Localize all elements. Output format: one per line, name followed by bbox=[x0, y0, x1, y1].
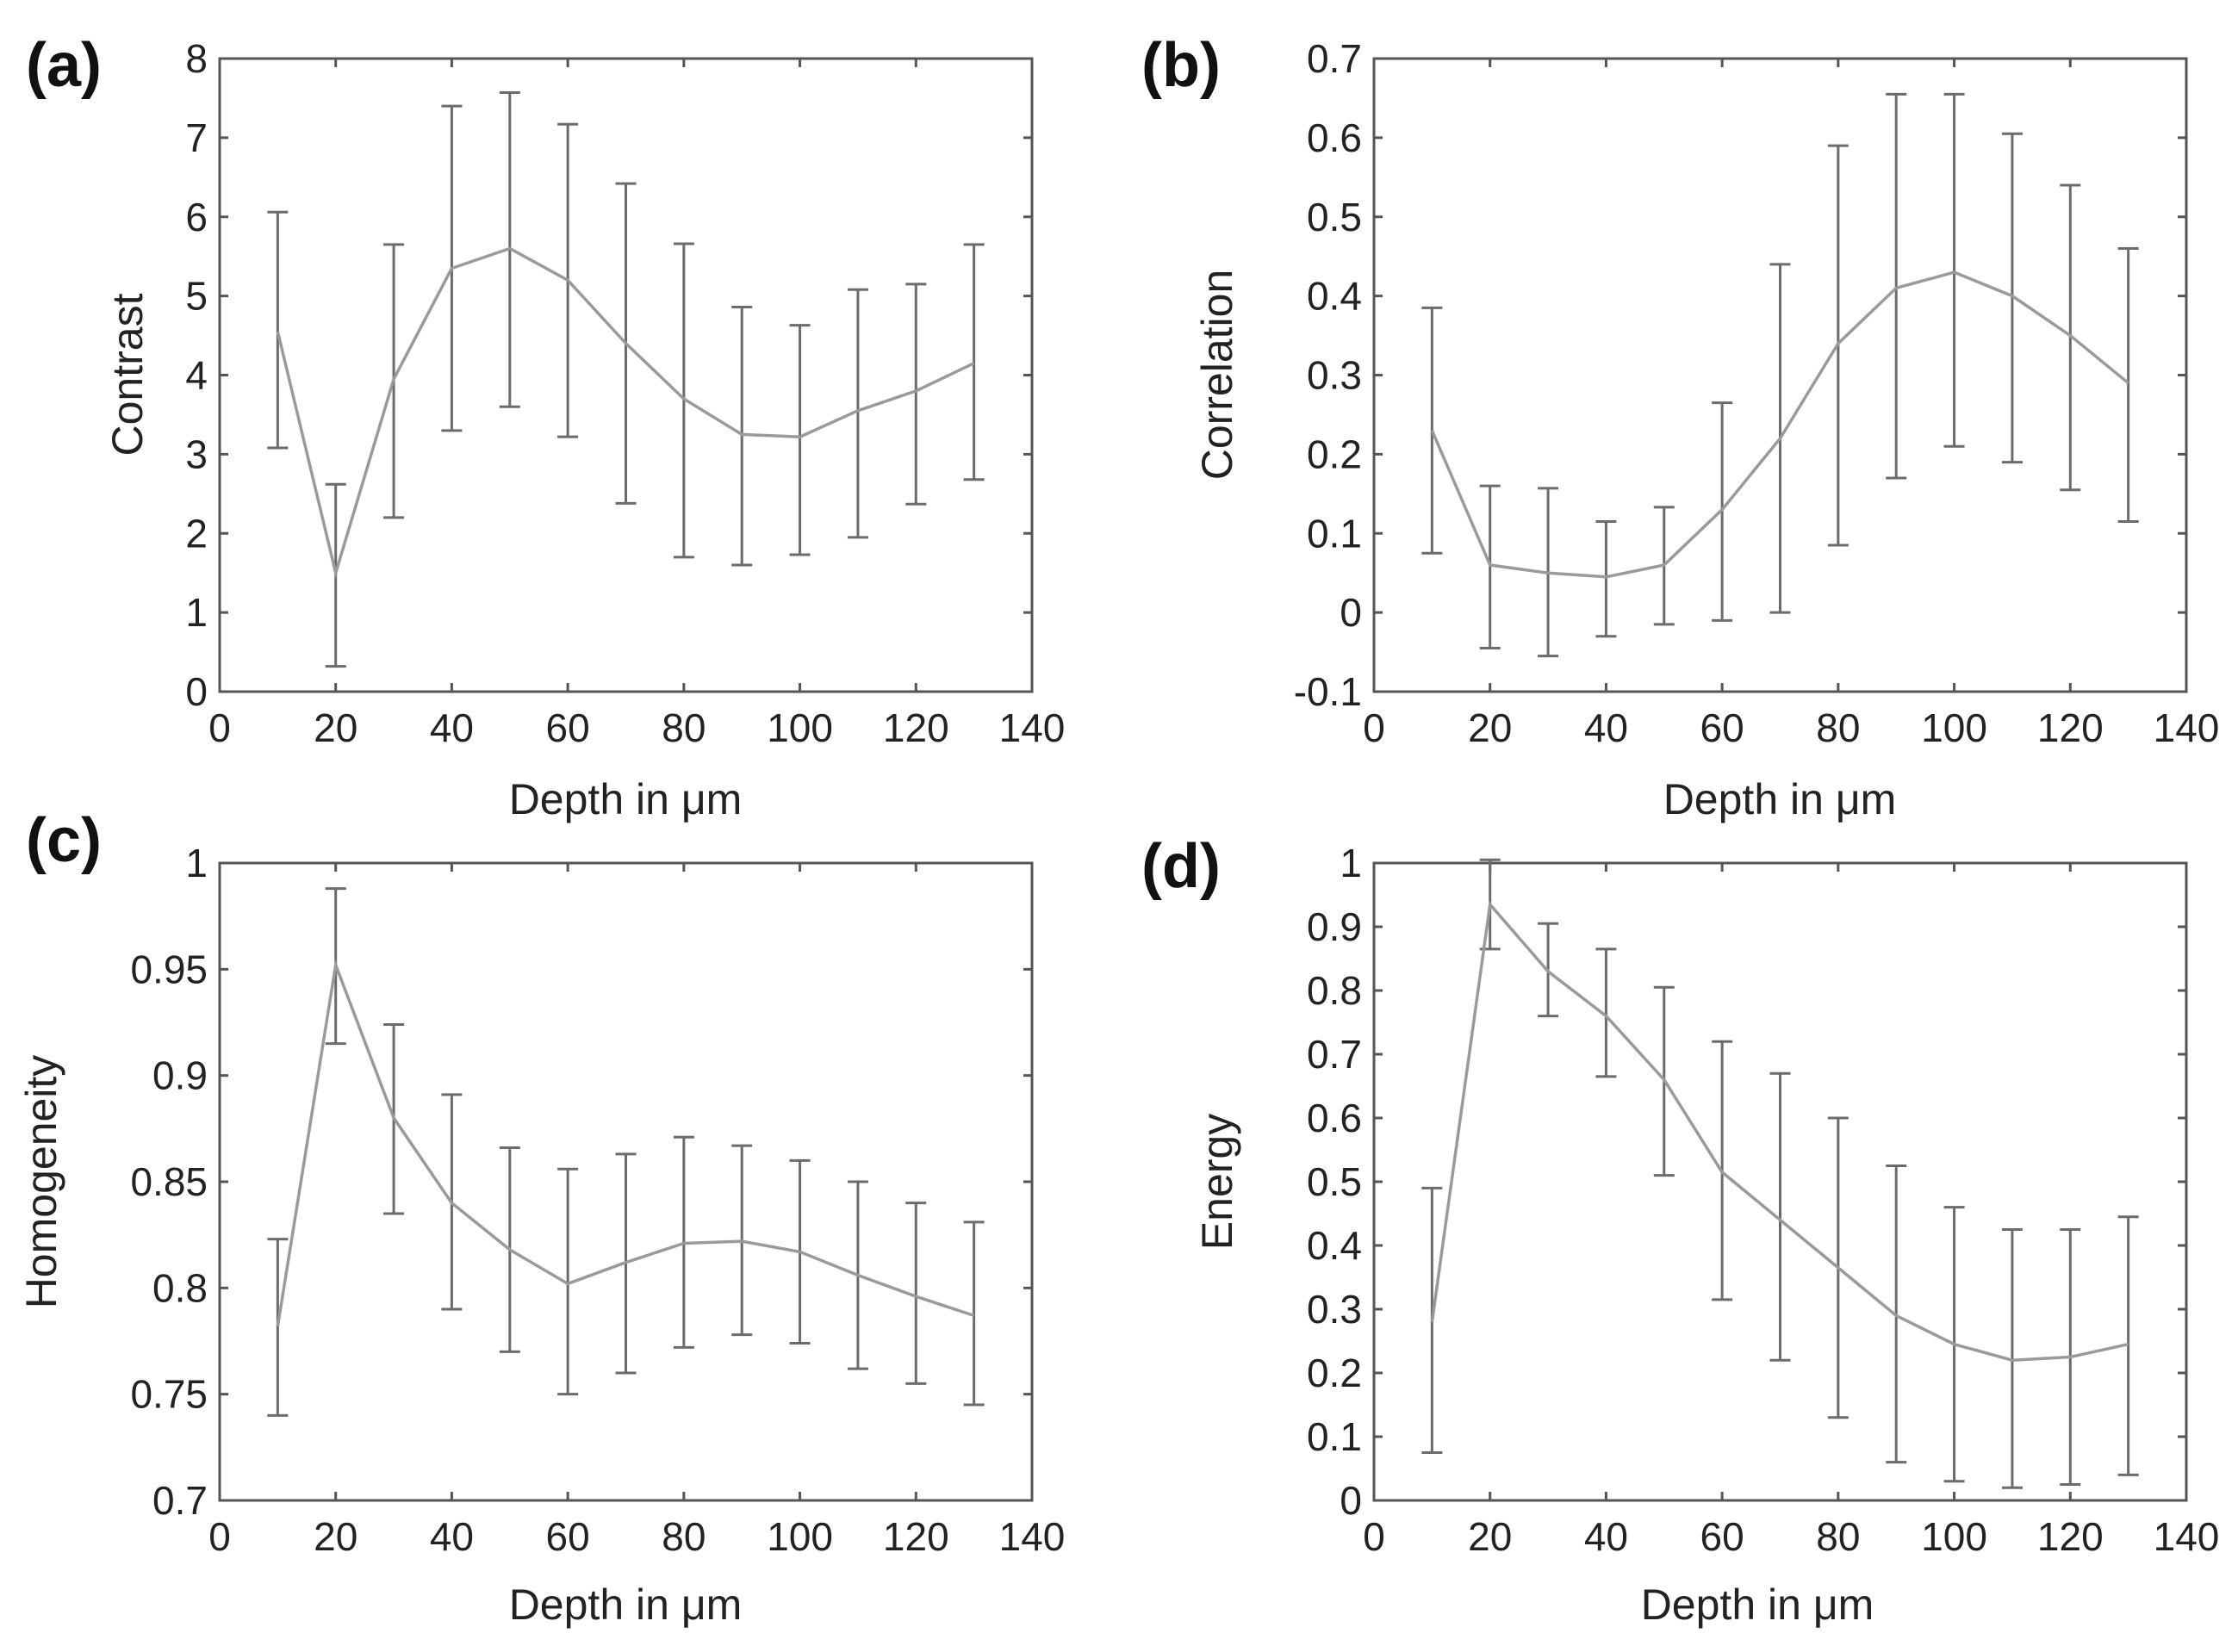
panel-c-ytick-label: 0.75 bbox=[130, 1372, 208, 1417]
panel-b-ytick-label: 0.2 bbox=[1307, 432, 1362, 476]
panel-b-xtick-label: 40 bbox=[1584, 705, 1628, 750]
panel-d-ytick-label: 1 bbox=[1340, 841, 1362, 885]
panel-c-xtick-label: 20 bbox=[314, 1514, 357, 1559]
panel-c-series-line bbox=[276, 959, 975, 1326]
panel-d-ytick-label: 0.3 bbox=[1307, 1287, 1362, 1332]
panel-a-marks: 0 20 40 60 80 100 120 140 0 1 2 3 4 5 6 7 8 bbox=[185, 36, 1065, 750]
panel-a-letter: (a) bbox=[26, 31, 102, 100]
panel-c-ytick-label: 0.9 bbox=[152, 1053, 208, 1098]
panel-c-ytick-label: 0.95 bbox=[130, 947, 208, 991]
panel-d-ytick-label: 0.9 bbox=[1307, 904, 1362, 949]
panel-b-ytick-label: -0.1 bbox=[1294, 669, 1362, 714]
panel-c-marks: 0 20 40 60 80 100 120 140 0.7 0.75 0.8 0.85 0.9 0.95 1 bbox=[130, 841, 1065, 1559]
panel-d-ytick-label: 0.1 bbox=[1307, 1414, 1362, 1459]
panel-a-ytick-label: 4 bbox=[185, 353, 208, 398]
panel-c-ytick-label: 0.7 bbox=[152, 1478, 208, 1523]
panel-b-marks: 0 20 40 60 80 100 120 140-0.100.10.20.30.40.50.… bbox=[1294, 36, 2220, 750]
panel-b-xtick-label: 80 bbox=[1816, 705, 1860, 750]
panel-a-xlabel: Depth in μm bbox=[509, 775, 743, 823]
panel-a-ylabel: Contrast bbox=[103, 293, 152, 456]
panel-b-ytick-label: 0 bbox=[1340, 590, 1362, 635]
panel-d-marks: 0 20 40 60 80 100 120 140 0 0.1 0.2 0.3 0.4 0.5 0.6 0.7… bbox=[1307, 841, 2219, 1559]
panel-d-xtick-label: 40 bbox=[1584, 1514, 1628, 1559]
panel-a-ytick-label: 5 bbox=[185, 274, 208, 319]
panel-d-xtick-label: 0 bbox=[1363, 1514, 1385, 1559]
panel-d-xtick-label: 140 bbox=[2154, 1514, 2220, 1559]
panel-d-ytick-label: 0.2 bbox=[1307, 1351, 1362, 1395]
panel-d-energy: (d) 0 20 40 60 80 100 120 140 0 0.1 0.2 0.3 0.4 0.5 0.… bbox=[1141, 832, 2219, 1629]
panel-a-series-line bbox=[276, 246, 975, 579]
panel-d-xlabel: Depth in μm bbox=[1641, 1581, 1874, 1629]
panel-a-ytick-label: 1 bbox=[185, 590, 208, 635]
panel-d-ytick-label: 0.5 bbox=[1307, 1159, 1362, 1204]
panel-a-xtick-label: 60 bbox=[546, 705, 590, 750]
panel-d-xtick-label: 120 bbox=[2037, 1514, 2104, 1559]
panel-c-ylabel: Homogeneity bbox=[17, 1055, 65, 1309]
panel-d-ytick-label: 0.6 bbox=[1307, 1096, 1362, 1140]
panel-a-ytick-label: 6 bbox=[185, 195, 208, 239]
panel-d-ytick-label: 0 bbox=[1340, 1478, 1362, 1523]
panel-b-xtick-label: 100 bbox=[1921, 705, 1987, 750]
panel-b-xtick-label: 20 bbox=[1468, 705, 1512, 750]
panel-b-xtick-label: 0 bbox=[1363, 705, 1385, 750]
panel-b-ytick-label: 0.7 bbox=[1307, 36, 1362, 81]
panel-a-ytick-label: 3 bbox=[185, 432, 208, 476]
panel-a-xtick-label: 80 bbox=[662, 705, 706, 750]
panel-c-xtick-label: 100 bbox=[767, 1514, 833, 1559]
panel-a-xtick-label: 100 bbox=[767, 705, 833, 750]
panel-c-ytick-label: 0.85 bbox=[130, 1159, 208, 1204]
panel-b-xtick-label: 140 bbox=[2154, 705, 2220, 750]
panel-d-xtick-label: 80 bbox=[1816, 1514, 1860, 1559]
panel-a-ytick-label: 8 bbox=[185, 36, 208, 81]
panel-a-ytick-label: 0 bbox=[185, 669, 208, 714]
panel-a-ytick-label: 7 bbox=[185, 115, 208, 160]
panel-c-xtick-label: 60 bbox=[546, 1514, 590, 1559]
panel-b-xlabel: Depth in μm bbox=[1663, 775, 1897, 823]
panel-a-contrast: (a) 0 20 40 60 80 100 120 140 0 1 2 3 4 5 6 7 8 Contrast… bbox=[26, 31, 1065, 823]
panel-d-xtick-label: 60 bbox=[1700, 1514, 1744, 1559]
panel-d-series-line bbox=[1430, 901, 2129, 1362]
panel-d-letter: (d) bbox=[1141, 832, 1221, 901]
panel-c-ytick-label: 1 bbox=[185, 841, 208, 885]
panel-c-xtick-label: 140 bbox=[999, 1514, 1066, 1559]
panel-b-xtick-label: 60 bbox=[1700, 705, 1744, 750]
panel-b-ytick-label: 0.4 bbox=[1307, 274, 1362, 319]
panel-d-ytick-label: 0.8 bbox=[1307, 968, 1362, 1013]
panel-a-xtick-label: 20 bbox=[314, 705, 357, 750]
panel-b-ylabel: Correlation bbox=[1193, 270, 1241, 481]
panel-c-xtick-label: 80 bbox=[662, 1514, 706, 1559]
panel-a-xtick-label: 140 bbox=[999, 705, 1066, 750]
panel-b-series-line bbox=[1430, 270, 2129, 579]
panel-b-letter: (b) bbox=[1141, 31, 1221, 100]
panel-d-xtick-label: 100 bbox=[1921, 1514, 1987, 1559]
panel-c-letter: (c) bbox=[26, 806, 102, 875]
panel-c-xlabel: Depth in μm bbox=[509, 1581, 743, 1629]
panel-d-ytick-label: 0.7 bbox=[1307, 1032, 1362, 1077]
panel-b-ytick-label: 0.1 bbox=[1307, 511, 1362, 556]
panel-a-xtick-label: 120 bbox=[883, 705, 949, 750]
panel-b-xtick-label: 120 bbox=[2037, 705, 2104, 750]
panel-d-ytick-label: 0.4 bbox=[1307, 1223, 1362, 1268]
panel-c-xtick-label: 120 bbox=[883, 1514, 949, 1559]
panel-c-xtick-label: 0 bbox=[208, 1514, 231, 1559]
panel-c-xtick-label: 40 bbox=[430, 1514, 474, 1559]
panel-b-correlation: (b) 0 20 40 60 80 100 120 140-0.100.10.20.30.40… bbox=[1141, 31, 2219, 823]
panel-c-ytick-label: 0.8 bbox=[152, 1265, 208, 1310]
panel-a-xtick-label: 40 bbox=[430, 705, 474, 750]
panel-b-ytick-label: 0.3 bbox=[1307, 353, 1362, 398]
panel-a-ytick-label: 2 bbox=[185, 511, 208, 556]
panel-b-ytick-label: 0.6 bbox=[1307, 115, 1362, 160]
panel-c-homogeneity: (c) 0 20 40 60 80 100 120 1400.70.750.80.850.90… bbox=[17, 806, 1065, 1629]
panel-a-xtick-label: 0 bbox=[208, 705, 231, 750]
panel-b-ytick-label: 0.5 bbox=[1307, 195, 1362, 239]
panel-d-ylabel: Energy bbox=[1193, 1114, 1241, 1250]
panel-d-xtick-label: 20 bbox=[1468, 1514, 1512, 1559]
